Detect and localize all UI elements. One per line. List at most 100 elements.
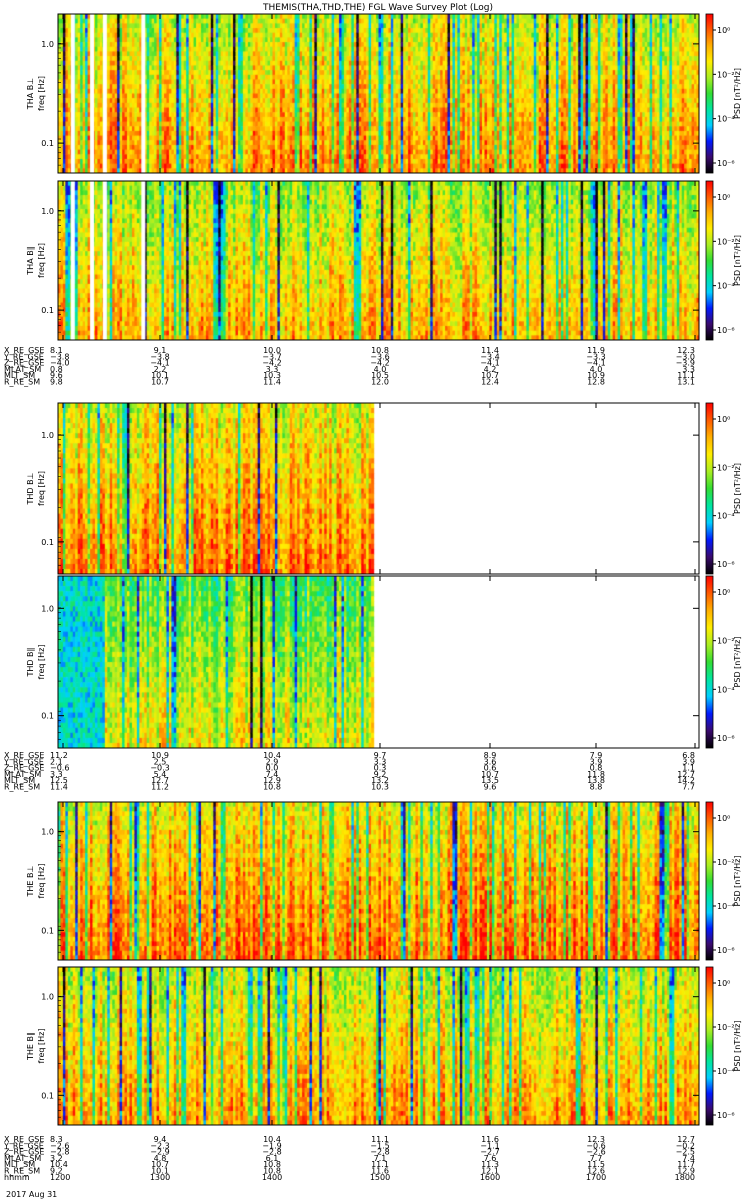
ephemeris-value: 13.1: [677, 378, 695, 387]
y-tick-label: 1.0: [41, 431, 54, 440]
colorbar-tick-label: 10⁻⁴: [717, 282, 735, 291]
ephemeris-value: 10.7: [151, 1160, 169, 1169]
colorbar-label: PSD [nT²/Hz]: [733, 68, 742, 119]
panel-thd_bl: 1.0 0.1 THD B⊥ freq [Hz] 10⁰ 10⁻² 10⁻⁴ 10⁻⁶ PSD …: [26, 402, 742, 575]
colorbar: [705, 13, 714, 174]
colorbar-tick-label: 10⁻⁶: [717, 1111, 735, 1120]
ephemeris-value: 11.6: [481, 1135, 499, 1144]
ephemeris-value: 2.5: [154, 757, 167, 766]
ephemeris-row-label: MLAT_SM: [4, 365, 41, 374]
ephemeris-value: −0.6: [586, 1141, 605, 1150]
ephemeris-value: 1400: [262, 1173, 282, 1182]
panel-frame: [57, 966, 700, 1126]
ephemeris-value: 13.8: [587, 776, 605, 785]
ephemeris-value: 10.1: [151, 1167, 169, 1176]
colorbar-tick-label: 10⁰: [717, 415, 730, 424]
y-label-freq: freq [Hz]: [37, 243, 46, 278]
ephemeris-row-label: R_RE_SM: [4, 1167, 40, 1176]
ephemeris-value: 11.8: [587, 770, 605, 779]
ephemeris-value: −3.4: [480, 352, 499, 361]
ephemeris-the: X_RE_GSE 8.3 9.4 10.4 11.1 11.6 12.3 12.7Y_RE_G…: [3, 1135, 695, 1182]
ephemeris-row-label: X_RE_GSE: [4, 1135, 44, 1144]
colorbar-tick-label: 10⁻²: [717, 70, 735, 79]
ephemeris-value: 0.8: [590, 764, 603, 773]
ephemeris-value: −3.7: [262, 352, 281, 361]
ephemeris-value: 11.4: [481, 346, 499, 355]
ephemeris-value: 10.7: [481, 770, 499, 779]
colorbar-tick-label: 10⁻⁴: [717, 902, 735, 911]
ephemeris-tha: X_RE_GSE 8.1 9.1 10.0 10.8 11.4 11.9 12.3 Y_RE_G…: [3, 346, 695, 387]
spectrogram-image: [58, 967, 699, 1125]
ephemeris-value: 12.7: [677, 770, 695, 779]
ephemeris-value: 11.7: [677, 1160, 695, 1169]
colorbar-tick-label: 10⁻⁶: [717, 734, 735, 743]
ephemeris-value: −2.5: [676, 1148, 695, 1157]
panel-frame: [57, 801, 700, 961]
spectrogram-image: [58, 802, 699, 960]
ephemeris-value: 1.1: [682, 764, 695, 773]
panel-the_bpar: 1.0 0.1 THE B∥ freq [Hz] 10⁰ 10⁻² 10⁻⁴ 10⁻⁶ PSD …: [26, 966, 742, 1126]
ephemeris-value: 9.2: [50, 1167, 63, 1176]
ephemeris-value: 10.1: [151, 371, 169, 380]
ephemeris-value: −3.9: [676, 359, 695, 368]
ephemeris-value: 11.1: [677, 371, 695, 380]
ephemeris-value: 1200: [50, 1173, 70, 1182]
ephemeris-value: −4.0: [50, 359, 69, 368]
ephemeris-value: 9.8: [50, 378, 63, 387]
ephemeris-value: 8.3: [50, 1135, 63, 1144]
ephemeris-value: 6.8: [682, 751, 695, 760]
ephemeris-value: 2.2: [154, 365, 167, 374]
ephemeris-value: 12.3: [587, 1135, 605, 1144]
ephemeris-value: −1.1: [480, 1141, 499, 1150]
ephemeris-value: 2.1: [50, 757, 63, 766]
ephemeris-value: 11.1: [371, 1160, 389, 1169]
ephemeris-value: 4.0: [374, 365, 387, 374]
ephemeris-value: 7.6: [484, 1154, 497, 1163]
ephemeris-value: 3.9: [590, 757, 603, 766]
ephemeris-value: 9.6: [484, 783, 497, 792]
ephemeris-value: 5.4: [154, 770, 167, 779]
ephemeris-value: 12.5: [50, 776, 68, 785]
ephemeris-value: 4.0: [590, 365, 603, 374]
ephemeris-value: 9.2: [374, 770, 387, 779]
ephemeris-value: −0.3: [150, 764, 169, 773]
y-label-freq: freq [Hz]: [37, 1029, 46, 1064]
ephemeris-value: 10.3: [263, 371, 281, 380]
spectrogram-image: [58, 181, 699, 340]
ephemeris-value: 12.6: [587, 1167, 605, 1176]
ephemeris-value: 14.2: [677, 776, 695, 785]
ephemeris-value: 11.2: [151, 783, 169, 792]
colorbar-tick-label: 10⁻⁶: [717, 560, 735, 569]
colorbar-tick-label: 10⁻⁶: [717, 946, 735, 955]
ephemeris-value: 12.9: [677, 1167, 695, 1176]
y-tick-label: 0.1: [41, 538, 54, 547]
colorbar: [705, 402, 714, 575]
ephemeris-value: −3.8: [50, 352, 69, 361]
ephemeris-value: −3.8: [150, 352, 169, 361]
ephemeris-row-label: Z_RE_GSE: [4, 359, 44, 368]
panel-tha_bl: 1.0 0.1 THA B⊥ freq [Hz] 10⁰ 10⁻² 10⁻⁴ 10⁻⁶ PSD …: [26, 13, 742, 174]
colorbar: [705, 801, 714, 961]
spectrogram-image: [58, 14, 699, 173]
ephemeris-row-label: MLT_SM: [4, 371, 35, 380]
ephemeris-value: 10.3: [371, 783, 389, 792]
ephemeris-value: 10.4: [50, 1160, 68, 1169]
ephemeris-value: 2.9: [266, 757, 279, 766]
ephemeris-value: −2.3: [150, 1141, 169, 1150]
ephemeris-value: 11.9: [587, 346, 605, 355]
colorbar-tick-label: 10⁰: [717, 26, 730, 35]
ephemeris-value: 10.4: [263, 1135, 281, 1144]
panel-frame: [57, 402, 700, 575]
ephemeris-row-label: Z_RE_GSE: [4, 1148, 44, 1157]
ephemeris-value: 11.2: [50, 751, 68, 760]
colorbar-tick-label: 10⁻⁶: [717, 326, 735, 335]
colorbar-tick-label: 10⁻⁴: [717, 115, 735, 124]
ephemeris-row-label: Z_RE_GSE: [4, 764, 44, 773]
y-label-freq: freq [Hz]: [37, 76, 46, 111]
ephemeris-row-label: X_RE_GSE: [4, 751, 44, 760]
y-tick-label: 1.0: [41, 828, 54, 837]
ephemeris-value: 10.9: [587, 371, 605, 380]
ephemeris-value: 8.9: [484, 751, 497, 760]
ephemeris-row-label: X_RE_GSE: [4, 346, 44, 355]
